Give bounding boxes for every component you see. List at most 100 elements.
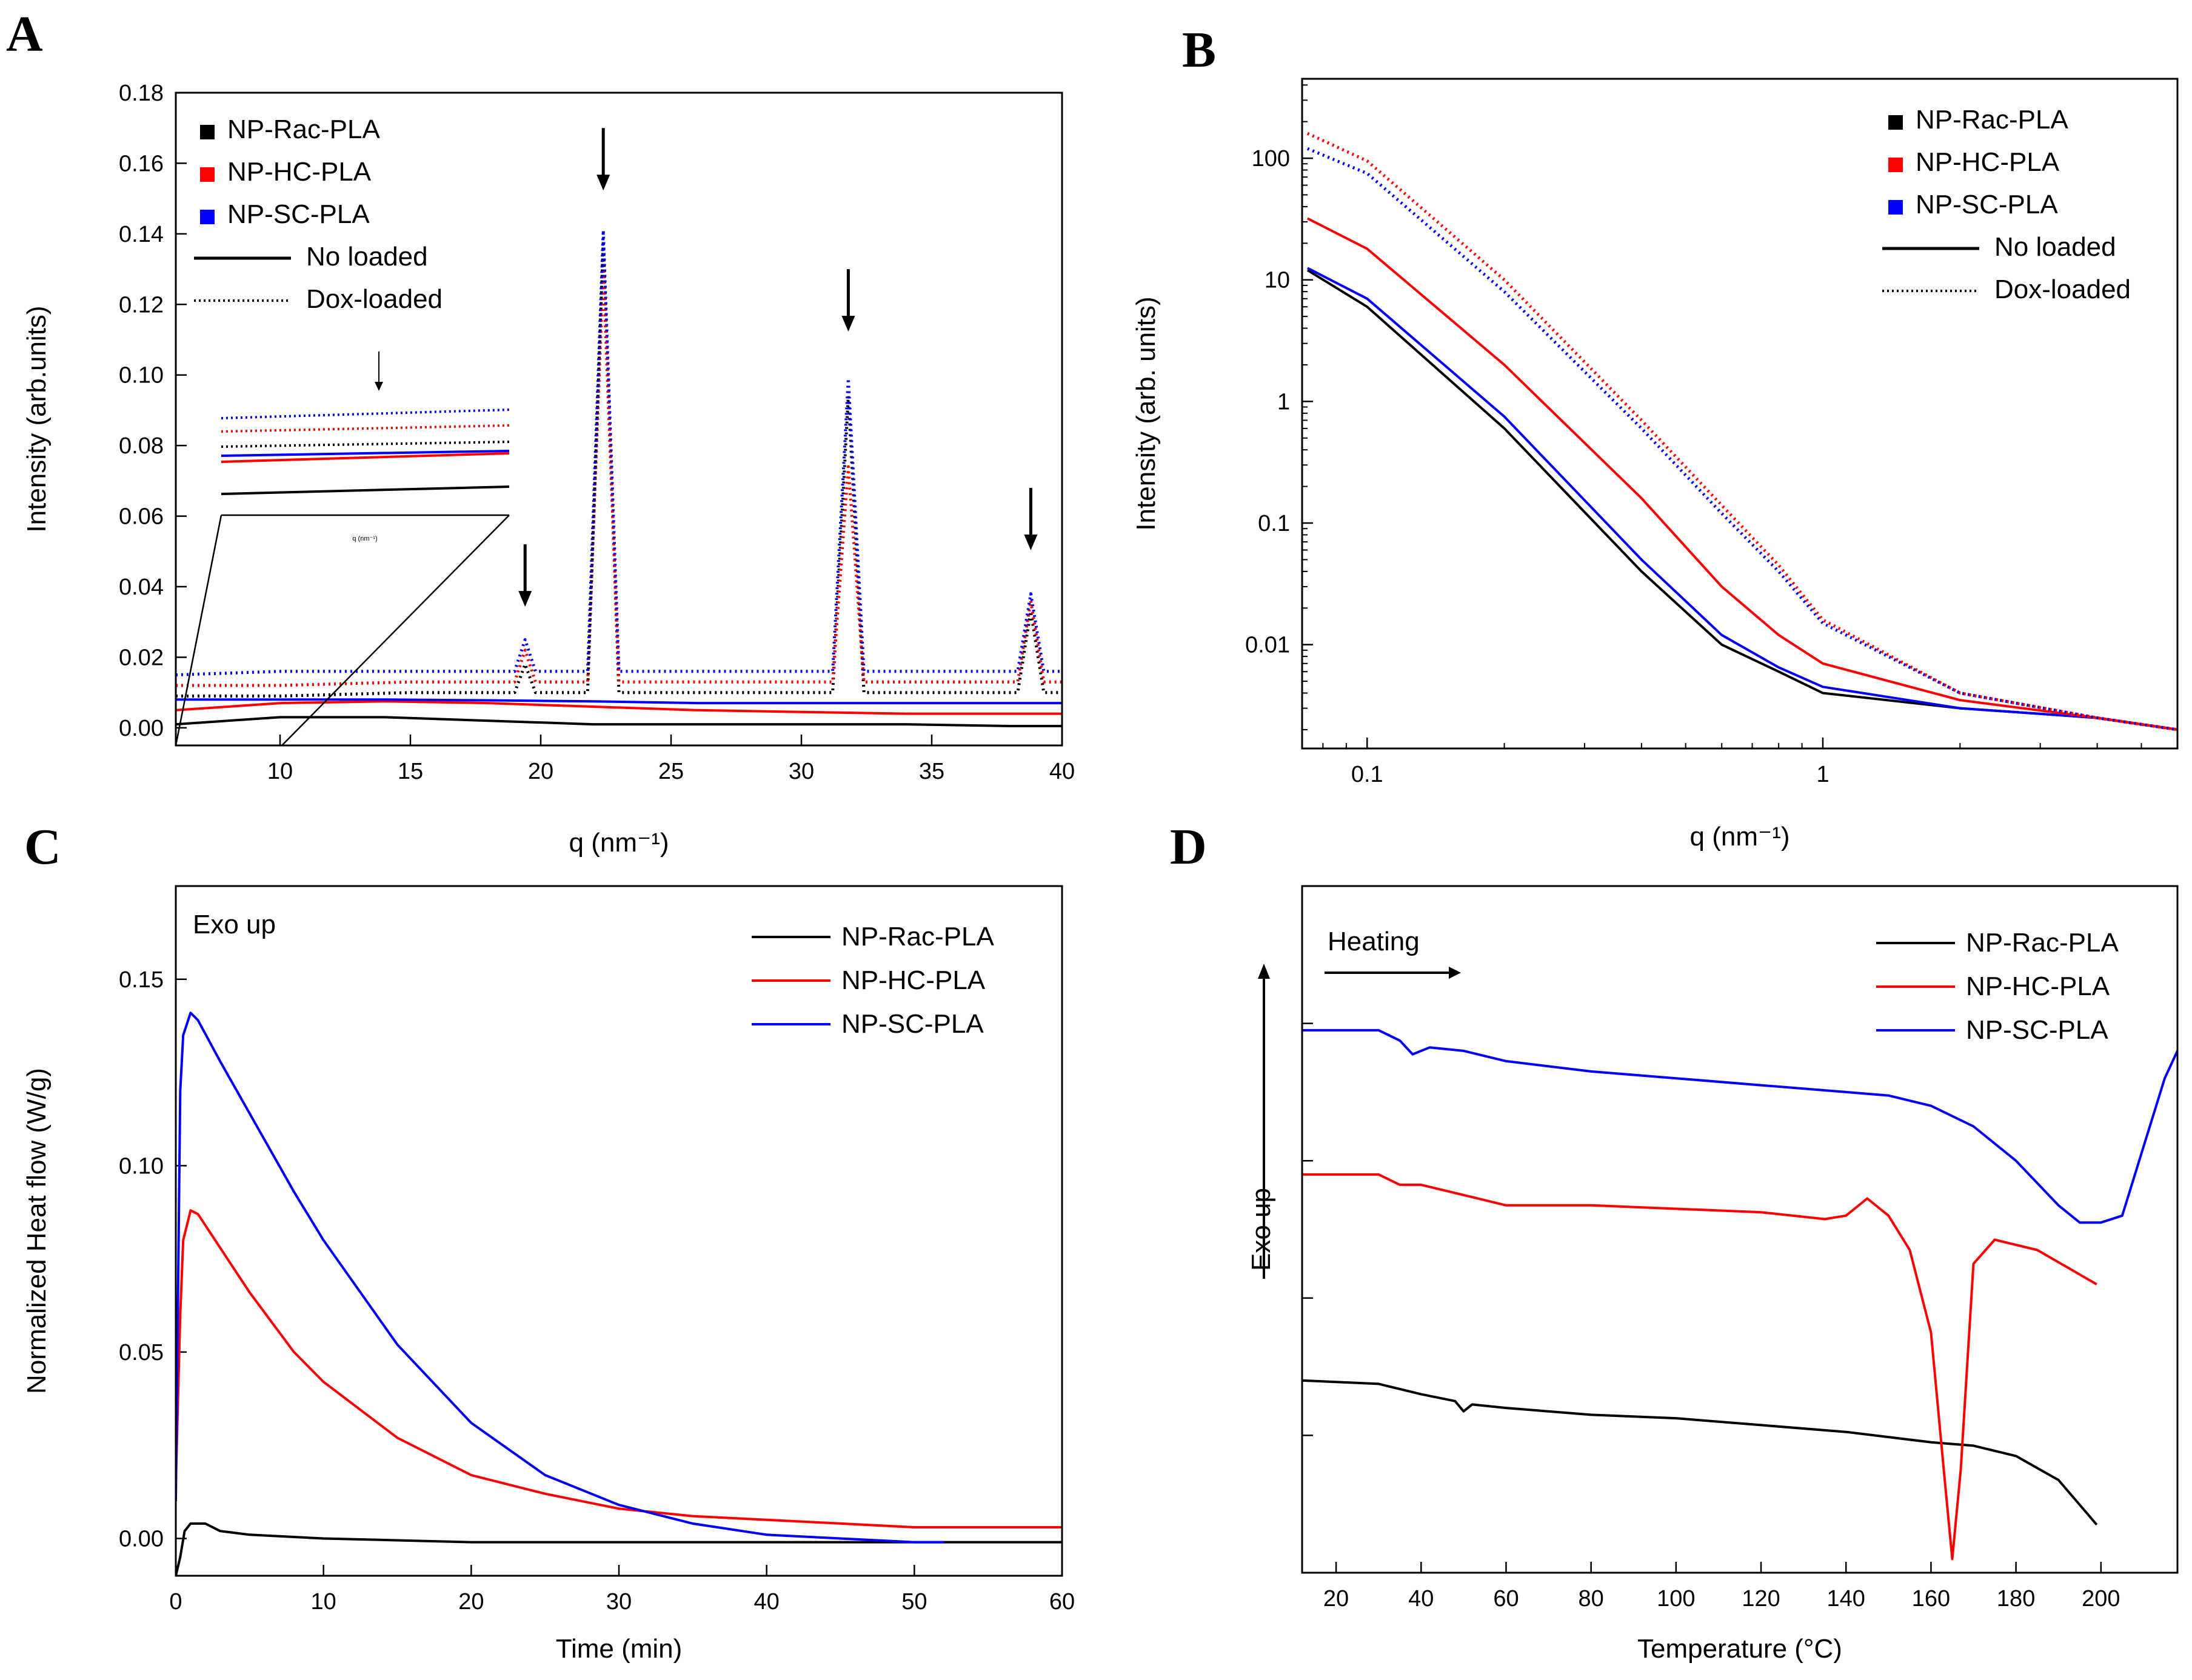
panel-label-a: A	[6, 6, 43, 62]
panel-c-legend-label: NP-Rac-PLA	[841, 922, 994, 952]
panel-a-series-line	[176, 698, 1062, 705]
panel-a-x-tick-label: 10	[267, 759, 293, 784]
panel-c-plot-frame	[175, 885, 1063, 1577]
panel-d-series-line	[1302, 1379, 2098, 1526]
panel-a-y-tick-label: 0.06	[119, 504, 164, 530]
panel-c-x-tick-label: 60	[1049, 1589, 1075, 1615]
panel-d-annotation: Heating	[1328, 927, 1420, 956]
panel-a-legend-label: Dox-loaded	[306, 284, 443, 314]
panel-b-x-tick-label: 0.1	[1351, 762, 1383, 787]
panel-d-x-tick-label: 120	[1742, 1586, 1780, 1612]
panel-c-legend-label: NP-HC-PLA	[841, 965, 986, 995]
panel-b-legend-swatch	[1888, 158, 1903, 172]
panel-b-series-line	[1306, 132, 2177, 732]
panel-d-x-tick-label: 200	[2082, 1586, 2120, 1612]
panel-d-x-axis-title: Temperature (°C)	[1637, 1634, 1842, 1664]
panel-c-x-tick-label: 30	[606, 1589, 632, 1615]
panel-b-series-line	[1306, 267, 2177, 731]
panel-a-plot-frame	[175, 92, 1063, 747]
panel-a-y-tick-label: 0.04	[119, 575, 164, 600]
panel-d-x-tick-label: 180	[1997, 1586, 2035, 1612]
panel-a-legend-swatch	[200, 210, 215, 224]
panel-a-chart: 10 15 20 25 30 35 40 0.00 0.02 0.04 0.06 0.08 0.10 0.…	[22, 81, 1075, 858]
panel-a-x-tick-label: 20	[528, 759, 553, 784]
panel-a-inset-line	[221, 441, 510, 448]
panel-a-inset-line	[221, 408, 510, 419]
panel-a-peak-arrow-head	[596, 175, 610, 191]
panel-a-inset-connector	[175, 515, 222, 746]
panel-b-series-line	[1306, 217, 2177, 731]
panel-c-series-line	[176, 1522, 1062, 1576]
panel-label-c: C	[24, 819, 61, 875]
panel-a-inset-arrow-head	[375, 382, 383, 391]
panel-d-plot-frame	[1301, 885, 2179, 1574]
panel-a-inset-line	[221, 452, 510, 463]
panel-a-series-group	[176, 228, 1062, 727]
panel-b-series-line	[1306, 269, 2177, 731]
panel-d-chart: 20 40 60 80 100 120 140 160 180 200 Temperature (°…	[1246, 885, 2179, 1664]
panel-a-inset-line	[221, 424, 510, 433]
panel-b-legend-label: NP-SC-PLA	[1916, 190, 2058, 219]
panel-a-series-line	[176, 716, 1062, 727]
panel-b-legend-label: NP-HC-PLA	[1916, 147, 2060, 177]
panel-a-y-tick-label: 0.08	[119, 433, 164, 459]
panel-label-b: B	[1182, 22, 1216, 78]
panel-a-legend-label: No loaded	[306, 242, 428, 272]
panel-a-series-line	[176, 239, 1062, 698]
panel-d-x-tick-label: 40	[1408, 1586, 1434, 1612]
panel-c-series-line	[176, 1012, 944, 1544]
panel-c-legend-label: NP-SC-PLA	[841, 1009, 984, 1039]
panel-b-x-tick-label: 1	[1816, 762, 1829, 787]
panel-a-y-tick-label: 0.16	[119, 151, 164, 176]
panel-a-series-line	[176, 700, 1062, 715]
panel-a-x-tick-label: 25	[658, 759, 684, 784]
panel-a-peak-arrow-head	[1024, 535, 1038, 551]
panel-c-x-tick-label: 10	[311, 1589, 336, 1615]
panel-a-inset-line	[221, 485, 510, 495]
panel-b-y-axis-title: Intensity (arb. units)	[1131, 296, 1161, 530]
panel-a-legend-swatch	[200, 167, 215, 182]
panel-a-series-line	[176, 228, 1062, 677]
panel-a-peak-arrow-head	[841, 316, 855, 332]
panel-a-legend-label: NP-Rac-PLA	[227, 115, 380, 144]
panel-b-legend-label: Dox-loaded	[1994, 275, 2131, 304]
panel-b-y-tick-label: 1	[1277, 389, 1290, 415]
panel-a-inset-connector	[281, 515, 510, 746]
panel-a-y-tick-label: 0.12	[119, 292, 164, 318]
panel-a-y-tick-label: 0.02	[119, 645, 164, 670]
panel-d-x-tick-label: 140	[1827, 1586, 1865, 1612]
panel-c-chart: 0 10 20 30 40 50 60 0.00 0.05 0.10 0.15 Time (min) N…	[22, 885, 1075, 1664]
panel-d-series-line	[1302, 1028, 2177, 1224]
panel-c-x-tick-label: 40	[754, 1589, 780, 1615]
panel-c-series-group	[176, 1012, 1062, 1576]
panel-a-legend-label: NP-HC-PLA	[227, 157, 372, 187]
panel-a-x-tick-label: 30	[789, 759, 814, 784]
panel-b-x-axis-title: q (nm⁻¹)	[1690, 822, 1790, 852]
panel-a-x-tick-label: 15	[398, 759, 423, 784]
panel-a-y-tick-label: 0.18	[119, 81, 164, 106]
panel-a-x-axis-title: q (nm⁻¹)	[569, 828, 669, 858]
panel-b-legend-label: NP-Rac-PLA	[1916, 105, 2068, 135]
panel-c-x-tick-label: 20	[458, 1589, 484, 1615]
panel-c-y-tick-label: 0.10	[119, 1153, 164, 1179]
panel-b-legend-label: No loaded	[1994, 232, 2116, 262]
panel-b-plot-frame	[1301, 78, 2179, 750]
panel-c-y-tick-label: 0.00	[119, 1526, 164, 1552]
panel-c-x-axis-title: Time (min)	[556, 1634, 683, 1664]
panel-a-inset-line	[221, 450, 510, 457]
panel-label-d: D	[1170, 819, 1207, 875]
panel-d-legend-label: NP-HC-PLA	[1966, 972, 2110, 1001]
panel-d-heating-arrow-head	[1449, 967, 1461, 979]
panel-c-y-tick-label: 0.05	[119, 1340, 164, 1365]
panel-d-x-tick-label: 160	[1912, 1586, 1950, 1612]
panel-d-x-tick-label: 100	[1657, 1586, 1695, 1612]
panel-a-y-axis-title: Intensity (arb.units)	[22, 305, 52, 532]
panel-b-y-tick-label: 10	[1265, 268, 1290, 293]
panel-c-y-axis-title: Normalized Heat flow (W/g)	[22, 1068, 52, 1394]
panel-a-legend-swatch	[200, 125, 215, 139]
panel-d-exo-arrow-head	[1258, 964, 1270, 979]
panel-a-y-tick-label: 0.10	[119, 363, 164, 388]
panel-d-x-tick-label: 20	[1323, 1586, 1349, 1612]
panel-a-y-tick-label: 0.14	[119, 222, 164, 247]
